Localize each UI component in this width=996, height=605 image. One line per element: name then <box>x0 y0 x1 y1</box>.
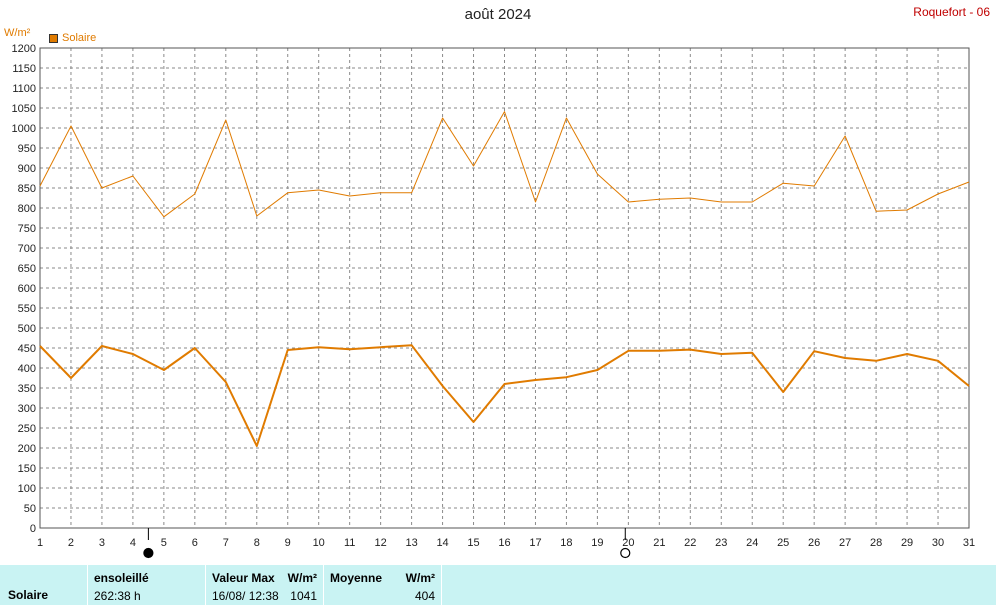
x-tick-label: 26 <box>808 537 820 549</box>
y-axis-unit: W/m² <box>4 27 31 39</box>
x-tick-label: 10 <box>313 537 325 549</box>
x-tick-label: 7 <box>223 537 229 549</box>
max-unit: W/m² <box>287 571 317 585</box>
x-tick-label: 1 <box>37 537 43 549</box>
series-line-max <box>39 111 970 218</box>
legend-swatch <box>49 33 58 43</box>
mean-unit: W/m² <box>405 571 435 585</box>
y-tick-label: 1100 <box>12 83 36 95</box>
y-tick-label: 650 <box>18 263 36 275</box>
legend: Solaire <box>49 32 96 44</box>
y-tick-label: 200 <box>18 443 36 455</box>
y-tick-label: 150 <box>18 463 36 475</box>
sunshine-cell: ensoleillé 262:38 h <box>88 565 206 605</box>
mean-cell: Moyenne W/m² 404 <box>324 565 442 605</box>
y-tick-label: 0 <box>30 523 36 535</box>
max-date: 16/08/ 12:38 <box>212 589 279 603</box>
x-tick-label: 29 <box>901 537 913 549</box>
x-tick-label: 24 <box>746 537 758 549</box>
mean-header: Moyenne <box>330 571 383 585</box>
chart-title: août 2024 <box>464 6 532 23</box>
x-tick-label: 19 <box>591 537 603 549</box>
x-tick-label: 8 <box>254 537 260 549</box>
y-tick-label: 600 <box>18 283 36 295</box>
y-tick-label: 1200 <box>12 43 36 55</box>
line-chart: 0 50 100 150 200 250 300 350 400 450 500 550 600 650 7… <box>12 43 975 559</box>
x-tick-label: 27 <box>839 537 851 549</box>
summary-bar: Solaire ensoleillé 262:38 h Valeur Max W… <box>0 565 996 605</box>
legend-label: Solaire <box>62 32 97 44</box>
x-tick-label: 20 <box>622 537 634 549</box>
x-tick-label: 4 <box>130 537 136 549</box>
x-tick-label: 9 <box>285 537 291 549</box>
y-tick-label: 900 <box>18 163 36 175</box>
max-value-cell: Valeur Max W/m² 16/08/ 12:38 1041 <box>206 565 324 605</box>
x-tick-label: 12 <box>375 537 387 549</box>
y-tick-label: 700 <box>18 243 36 255</box>
summary-row-label-cell: Solaire <box>0 565 88 605</box>
y-tick-label: 750 <box>18 223 36 235</box>
y-tick-label: 1050 <box>12 103 36 115</box>
y-tick-label: 1150 <box>12 63 36 75</box>
x-tick-label: 22 <box>684 537 696 549</box>
x-tick-label: 11 <box>344 537 355 549</box>
x-tick-label: 14 <box>436 537 448 549</box>
x-tick-label: 23 <box>715 537 727 549</box>
sunshine-header: ensoleillé <box>94 571 149 585</box>
x-tick-label: 17 <box>529 537 541 549</box>
y-tick-label: 400 <box>18 363 36 375</box>
y-tick-label: 800 <box>18 203 36 215</box>
y-tick-label: 950 <box>18 143 36 155</box>
x-tick-label: 31 <box>963 537 975 549</box>
y-tick-label: 450 <box>18 343 36 355</box>
x-tick-label: 5 <box>161 537 167 549</box>
x-tick-label: 30 <box>932 537 944 549</box>
y-tick-label: 1000 <box>12 123 36 135</box>
x-tick-label: 6 <box>192 537 198 549</box>
sunshine-value: 262:38 h <box>94 589 141 603</box>
x-tick-label: 2 <box>68 537 74 549</box>
y-tick-label: 850 <box>18 183 36 195</box>
x-tick-label: 15 <box>467 537 479 549</box>
max-value: 1041 <box>290 589 317 603</box>
y-tick-label: 550 <box>18 303 36 315</box>
station-name: Roquefort - 06 <box>913 5 990 19</box>
x-tick-label: 16 <box>498 537 510 549</box>
mean-value: 404 <box>414 589 435 603</box>
x-tick-label: 28 <box>870 537 882 549</box>
plot-frame <box>39 47 970 529</box>
y-tick-label: 300 <box>18 403 36 415</box>
series-line-mean <box>39 344 970 447</box>
y-tick-label: 50 <box>24 503 36 515</box>
x-tick-label: 18 <box>560 537 572 549</box>
full-moon-icon <box>620 547 631 559</box>
y-tick-label: 350 <box>18 383 36 395</box>
x-tick-label: 3 <box>99 537 105 549</box>
y-tick-label: 250 <box>18 423 36 435</box>
summary-row-label: Solaire <box>8 588 49 602</box>
max-header: Valeur Max <box>212 571 275 585</box>
new-moon-icon <box>143 547 154 559</box>
x-tick-label: 21 <box>653 537 665 549</box>
x-tick-label: 25 <box>777 537 789 549</box>
y-tick-label: 500 <box>18 323 36 335</box>
y-tick-label: 100 <box>18 483 36 495</box>
x-tick-label: 13 <box>405 537 417 549</box>
